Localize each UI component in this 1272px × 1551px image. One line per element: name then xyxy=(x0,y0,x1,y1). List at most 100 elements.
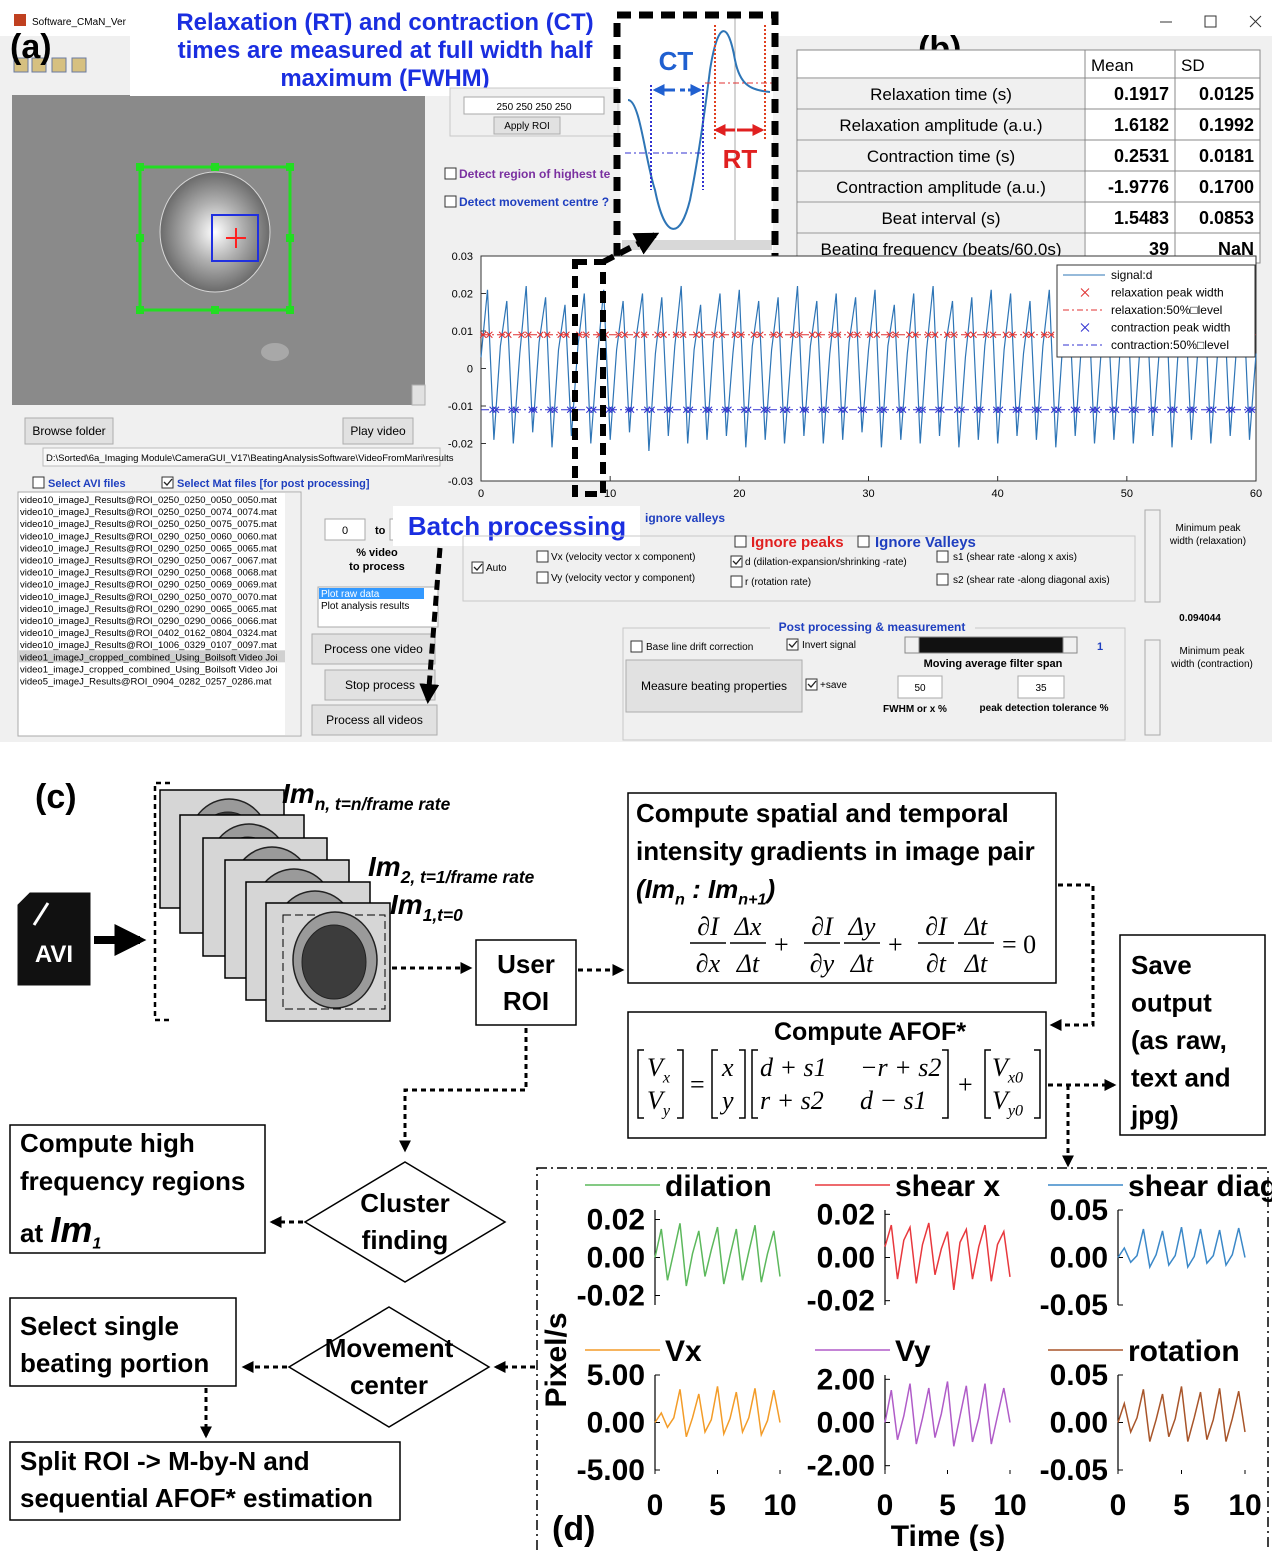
toolbar-icon[interactable] xyxy=(72,58,86,72)
y-tick-label: 0.00 xyxy=(817,1407,875,1440)
x-tick-label: 40 xyxy=(992,488,1004,500)
stop-process[interactable]: Stop process xyxy=(345,678,415,692)
legend-label: shear diag. xyxy=(1128,1170,1272,1203)
file-item[interactable]: video10_imageJ_Results@ROI_0290_0250_006… xyxy=(20,543,277,554)
text-part: 1,t=0 xyxy=(423,905,463,925)
file-item[interactable]: video10_imageJ_Results@ROI_0250_0250_007… xyxy=(20,519,277,530)
roi-handle[interactable] xyxy=(286,234,294,242)
ignore-peaks: Ignore peaks xyxy=(751,534,844,551)
plot-option[interactable]: Plot analysis results xyxy=(321,601,409,612)
roi-handle[interactable] xyxy=(286,163,294,171)
file-item[interactable]: video10_imageJ_Results@ROI_0290_0250_006… xyxy=(20,531,277,542)
y-tick-label: 0.00 xyxy=(817,1242,875,1275)
file-item[interactable]: video10_imageJ_Results@ROI_0402_0162_080… xyxy=(20,628,277,639)
detect-movement: Detect movement centre ? xyxy=(459,195,609,209)
component: Vx (velocity vector x component) xyxy=(551,552,696,563)
text-part: (Im xyxy=(636,874,675,904)
checkbox[interactable] xyxy=(937,574,948,585)
frame-label: Im1,t=0 xyxy=(390,889,463,925)
y-tick-label: -0.03 xyxy=(448,476,473,488)
process-one[interactable]: Process one video xyxy=(324,642,423,656)
baseline: Base line drift correction xyxy=(646,642,753,653)
afof-matrix-cell: d − s1 xyxy=(860,1086,927,1115)
roi-handle[interactable] xyxy=(211,306,219,314)
gradients-text: Compute spatial and temporal xyxy=(636,798,1009,828)
cluster-diamond xyxy=(305,1162,505,1282)
eq-operator: + xyxy=(888,930,903,959)
file-item[interactable]: video10_imageJ_Results@ROI_0290_0250_006… xyxy=(20,556,277,567)
save-output: output xyxy=(1131,988,1212,1018)
roi-input-text: 250 250 250 250 xyxy=(496,102,572,113)
file-item[interactable]: video10_imageJ_Results@ROI_0290_0250_006… xyxy=(20,580,277,591)
checkbox[interactable] xyxy=(445,168,456,179)
y-tick-label: -0.02 xyxy=(448,439,473,451)
file-item[interactable]: video10_imageJ_Results@ROI_0290_0250_006… xyxy=(20,568,277,579)
video-percent: % video xyxy=(356,547,398,559)
file-item[interactable]: video10_imageJ_Results@ROI_1006_0329_010… xyxy=(20,640,277,651)
file-item[interactable]: video10_imageJ_Results@ROI_0290_0290_006… xyxy=(20,616,277,627)
browse-folder[interactable]: Browse folder xyxy=(32,424,105,438)
slider-contraction[interactable] xyxy=(1145,640,1160,735)
fwhm-label: FWHM or x % xyxy=(883,704,947,715)
file-item[interactable]: video10_imageJ_Results@ROI_0250_0250_007… xyxy=(20,507,277,518)
roi-handle[interactable] xyxy=(136,234,144,242)
checkbox[interactable] xyxy=(735,536,746,547)
user-roi: User xyxy=(497,949,555,979)
legend-label: contraction:50%□level xyxy=(1111,338,1229,352)
checkbox[interactable] xyxy=(858,536,869,547)
save-output: text and xyxy=(1131,1063,1231,1093)
text-part: Im xyxy=(368,851,401,882)
mini-signal xyxy=(885,1223,1010,1290)
x-tick-label: 0 xyxy=(877,1489,894,1522)
y-tick-label: -2.00 xyxy=(807,1450,875,1483)
apply-roi[interactable]: Apply ROI xyxy=(504,121,550,132)
y-tick-label: -0.05 xyxy=(1040,1289,1108,1322)
table-header: Mean xyxy=(1091,56,1134,75)
file-item[interactable]: video1_imageJ_cropped_combined_Using_Boi… xyxy=(20,664,278,675)
afof-position: x xyxy=(721,1053,734,1082)
legend-label: Vx xyxy=(665,1335,702,1368)
sd-value: 0.1700 xyxy=(1199,177,1254,197)
file-item[interactable]: video10_imageJ_Results@ROI_0290_0250_007… xyxy=(20,592,277,603)
file-item[interactable]: video10_imageJ_Results@ROI_0250_0250_005… xyxy=(20,495,277,506)
play-video[interactable]: Play video xyxy=(350,424,406,438)
checkbox[interactable] xyxy=(537,551,548,562)
checkbox[interactable] xyxy=(445,196,456,207)
file-item[interactable]: video10_imageJ_Results@ROI_0290_0290_006… xyxy=(20,604,277,615)
measure[interactable]: Measure beating properties xyxy=(641,679,787,693)
roi-handle[interactable] xyxy=(136,163,144,171)
file-item[interactable]: video5_imageJ_Results@ROI_0904_0282_0257… xyxy=(20,677,272,688)
x-tick-label: 0 xyxy=(647,1489,664,1522)
high-freq: frequency regions xyxy=(20,1166,245,1196)
process-all[interactable]: Process all videos xyxy=(326,713,423,727)
cell xyxy=(160,172,270,292)
component: r (rotation rate) xyxy=(745,577,811,588)
x-tick-label: 50 xyxy=(1121,488,1133,500)
small-button[interactable] xyxy=(412,385,425,405)
roi-handle[interactable] xyxy=(286,306,294,314)
toolbar-icon[interactable] xyxy=(52,58,66,72)
checkbox[interactable] xyxy=(937,551,948,562)
checkbox[interactable] xyxy=(537,572,548,583)
save-output: Save xyxy=(1131,950,1192,980)
roi-handle[interactable] xyxy=(136,306,144,314)
figure: Software_CMaN_VerRelaxation (RT) and con… xyxy=(0,0,1272,1551)
eq-numerator: ∂I xyxy=(925,912,948,941)
slider-relaxation[interactable] xyxy=(1145,510,1160,602)
roi-handle[interactable] xyxy=(211,163,219,171)
cluster: Cluster xyxy=(360,1188,450,1218)
plot-option[interactable]: Plot raw data xyxy=(321,589,380,600)
sd-value: 0.0181 xyxy=(1199,146,1254,166)
checkbox[interactable] xyxy=(631,641,642,652)
high-freq: Compute high xyxy=(20,1128,195,1158)
filter-slider[interactable] xyxy=(905,637,1077,653)
checkbox[interactable] xyxy=(33,477,44,488)
afof-matrix-cell: r + s2 xyxy=(760,1086,824,1115)
checkbox[interactable] xyxy=(731,576,742,587)
window-title: Software_CMaN_Ver xyxy=(32,17,127,28)
table-header: SD xyxy=(1181,56,1205,75)
min-peak-value: 0.094044 xyxy=(1179,613,1221,624)
mean-value: 0.1917 xyxy=(1114,84,1169,104)
range-from: 0 xyxy=(342,525,348,537)
file-item[interactable]: video1_imageJ_cropped_combined_Using_Boi… xyxy=(20,652,278,663)
